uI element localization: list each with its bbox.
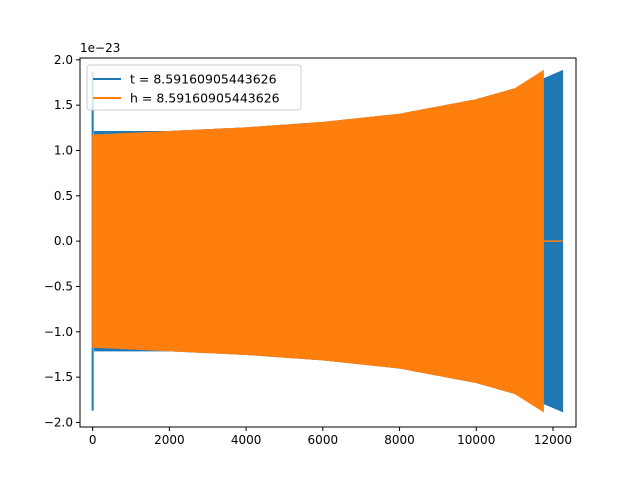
y-offset-label: 1e−23 — [80, 41, 120, 55]
plot-area — [91, 69, 564, 413]
y-tick-label: −0.5 — [44, 279, 73, 293]
y-tick-label: 0.5 — [54, 189, 73, 203]
y-tick-label: 2.0 — [54, 53, 73, 67]
x-tick-label: 4000 — [231, 433, 262, 447]
y-tick-label: −1.5 — [44, 370, 73, 384]
y-tick-label: 1.5 — [54, 98, 73, 112]
x-axis: 0 2000 4000 6000 8000 10000 12000 — [89, 427, 572, 447]
x-tick-label: 12000 — [534, 433, 572, 447]
y-tick-label: 1.0 — [54, 143, 73, 157]
x-tick-label: 8000 — [384, 433, 415, 447]
series-h-band — [92, 69, 544, 413]
x-tick-label: 2000 — [154, 433, 185, 447]
y-tick-label: −1.0 — [44, 325, 73, 339]
y-axis: −2.0 −1.5 −1.0 −0.5 0.0 0.5 1.0 1.5 2.0 — [44, 53, 80, 429]
plot-frame — [79, 57, 577, 428]
y-tick-label: 0.0 — [54, 234, 73, 248]
x-tick-label: 10000 — [457, 433, 495, 447]
legend-box — [86, 64, 302, 111]
y-tick-label: −2.0 — [44, 415, 73, 429]
legend: t = 8.59160905443626 h = 8.59160905443626 — [86, 64, 302, 111]
x-tick-label: 6000 — [308, 433, 339, 447]
legend-label: t = 8.59160905443626 — [130, 72, 277, 87]
legend-label: h = 8.59160905443626 — [130, 91, 280, 106]
x-tick-label: 0 — [89, 433, 97, 447]
